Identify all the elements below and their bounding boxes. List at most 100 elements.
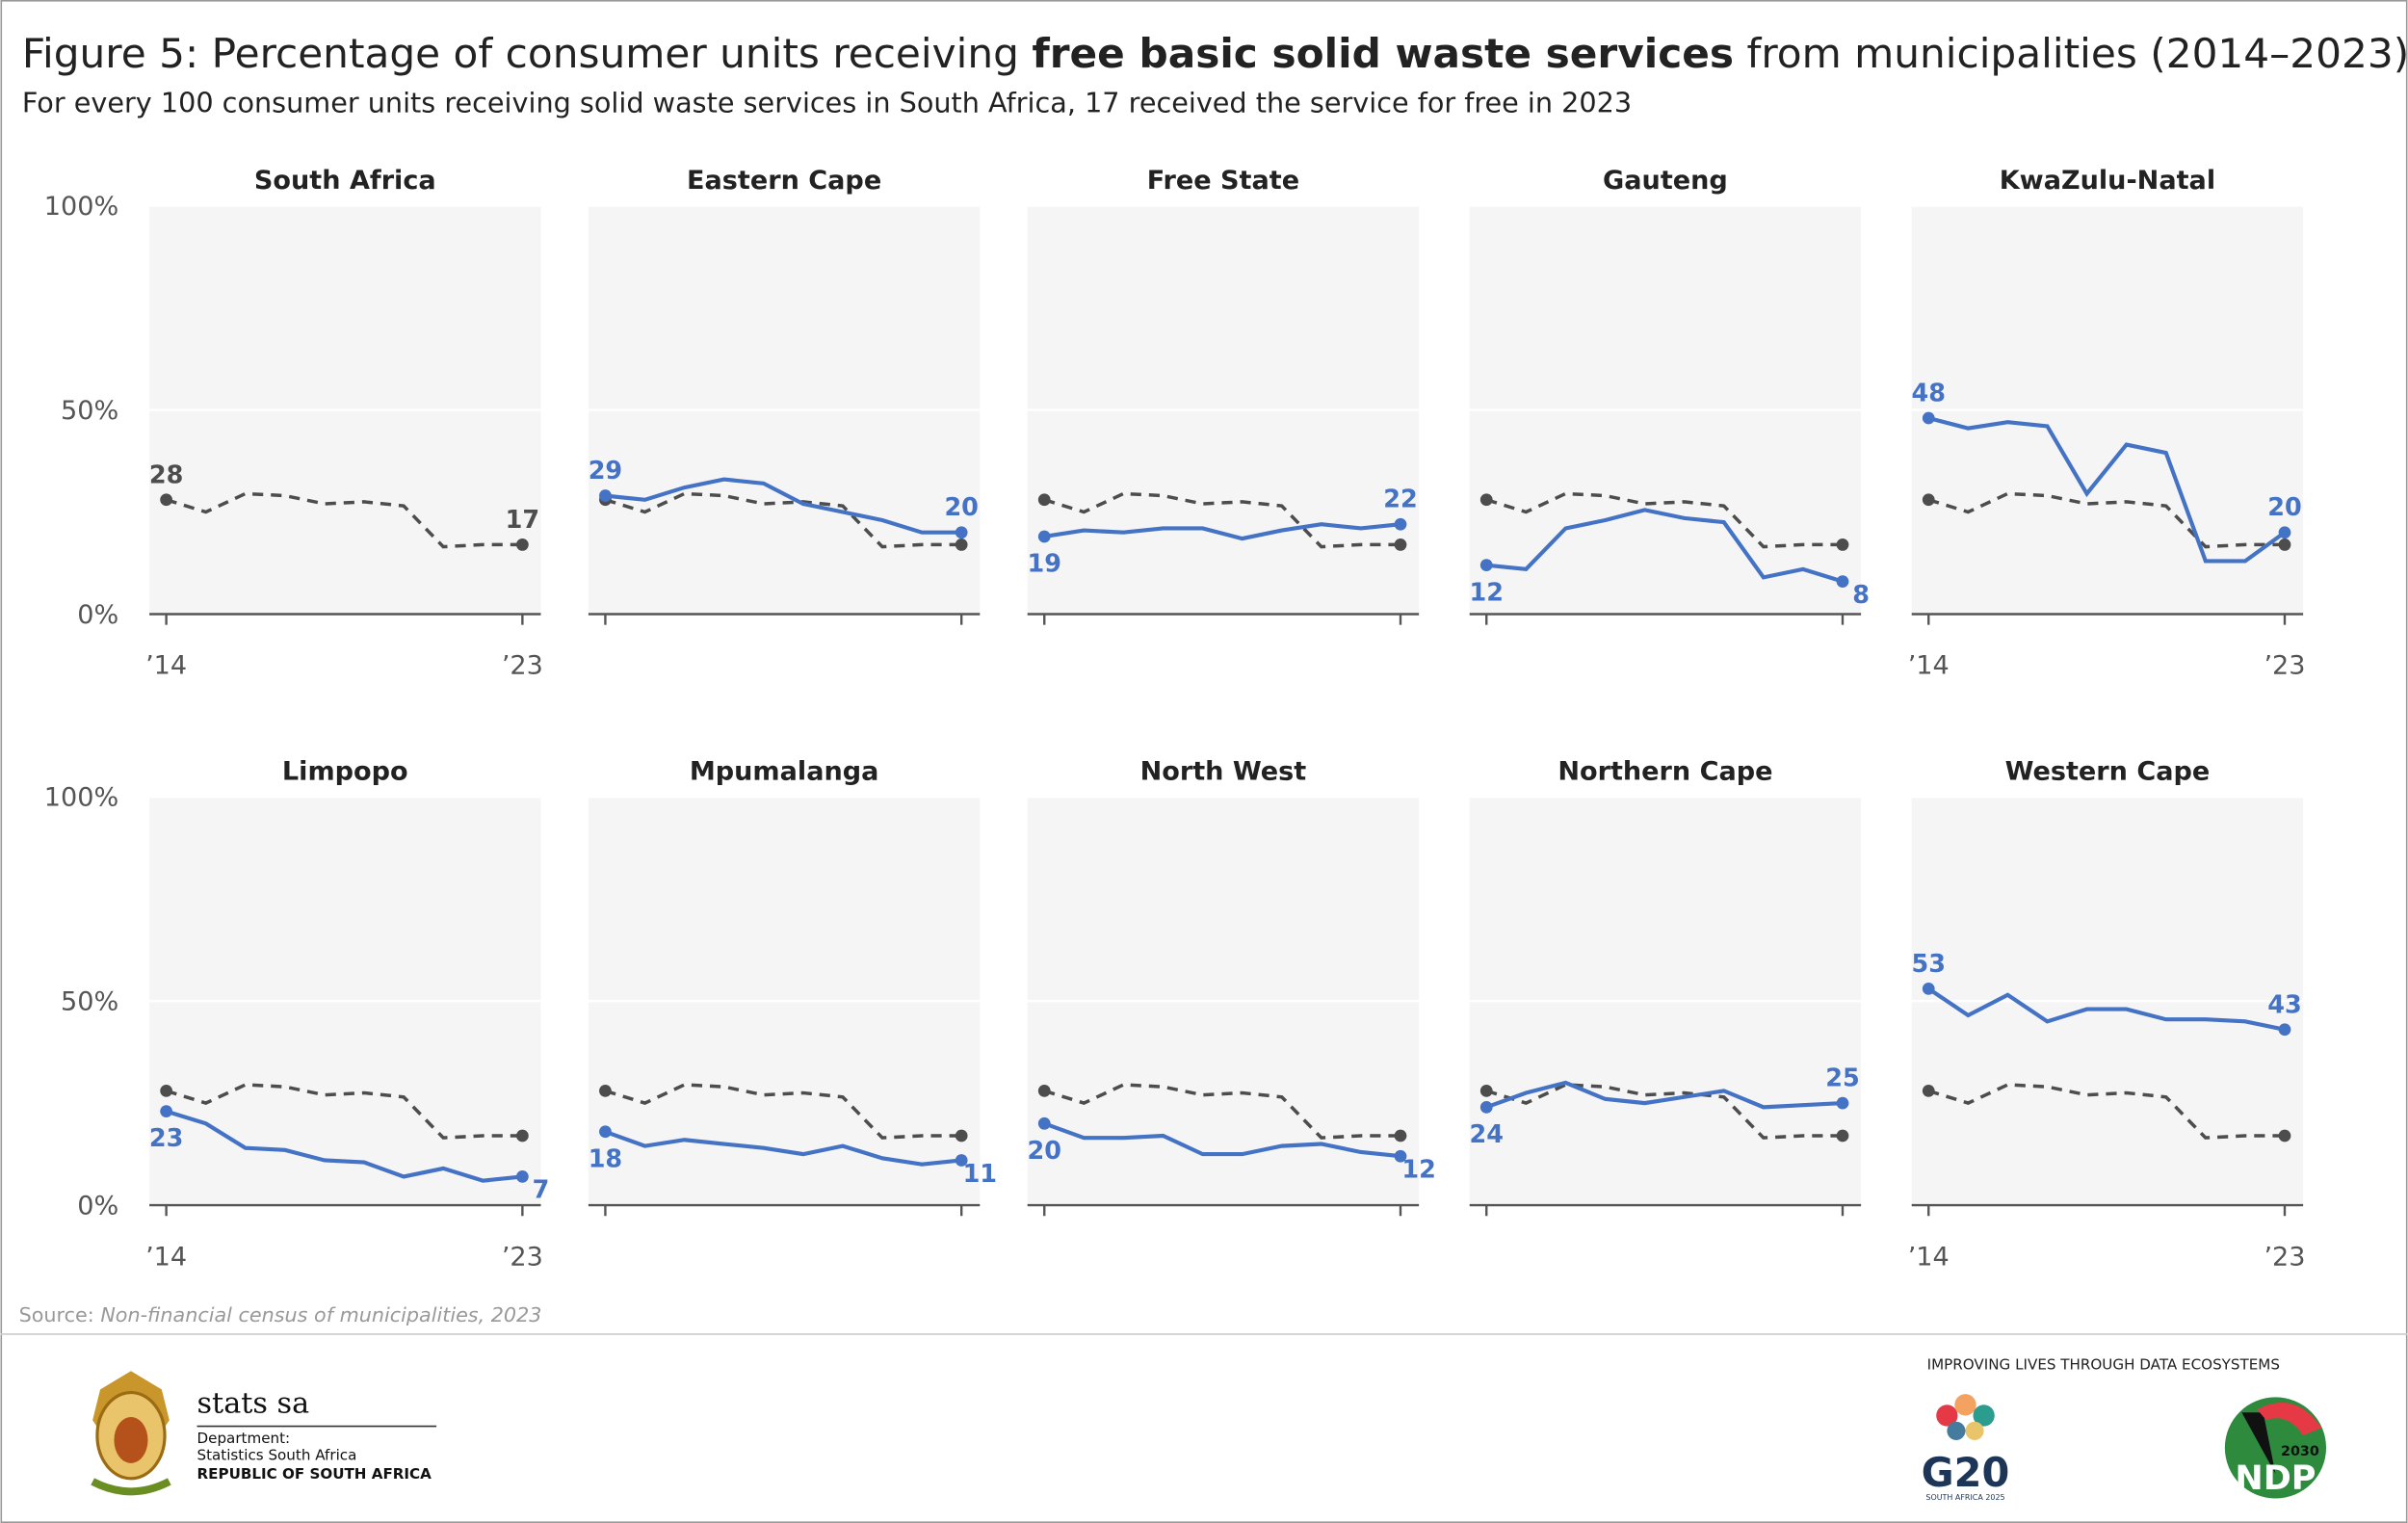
end-point	[516, 1129, 529, 1142]
panel-title: Northern Cape	[1557, 757, 1772, 787]
data-label: 20	[2267, 493, 2302, 522]
panel: Limpopo 0% 50% 100% ’14 ’23 23 7	[44, 757, 550, 1273]
end-point	[1037, 1085, 1051, 1097]
panel-title: Gauteng	[1603, 166, 1728, 196]
end-point	[2278, 1129, 2291, 1142]
panel: KwaZulu-Natal ’14 ’23 48 20	[1908, 166, 2306, 681]
end-point	[955, 1154, 968, 1167]
x-tick-label: ’23	[502, 1242, 543, 1272]
g20-text: G20	[1922, 1450, 2010, 1496]
end-point	[2278, 526, 2291, 539]
panel-title: Western Cape	[2005, 757, 2211, 787]
end-point	[1836, 538, 1849, 551]
data-label: 48	[1912, 379, 1947, 407]
series-line	[1927, 416, 2287, 564]
end-point	[1037, 493, 1051, 507]
end-point	[955, 538, 968, 551]
panel: Northern Cape 24 25	[1470, 757, 1862, 1217]
end-point	[1394, 517, 1407, 531]
data-label: 24	[1470, 1120, 1505, 1149]
series-line	[1043, 1121, 1401, 1159]
data-label: 17	[506, 506, 540, 535]
slogan: IMPROVING LIVES THROUGH DATA ECOSYSTEMS	[1927, 1356, 2280, 1374]
data-label: 20	[944, 493, 979, 522]
x-tick-label: ’14	[1908, 1242, 1950, 1272]
end-point	[516, 538, 529, 551]
panel: Gauteng 12 8	[1470, 166, 1870, 625]
panel-title: South Africa	[254, 166, 436, 196]
end-point	[1479, 1085, 1493, 1097]
end-point	[1394, 1149, 1407, 1163]
end-point	[1922, 983, 1935, 995]
panel: South Africa 0% 50% 100% ’14 ’23 28 17	[44, 166, 543, 681]
panel-title: Limpopo	[282, 757, 408, 787]
coat-of-arms	[91, 1371, 171, 1496]
series-line	[604, 491, 962, 549]
y-tick-label: 0%	[77, 600, 118, 630]
title-part: from municipalities (2014–2023)	[1734, 30, 2408, 77]
end-point	[1922, 411, 1935, 425]
x-tick-label: ’23	[502, 651, 543, 681]
data-label: 11	[963, 1160, 998, 1189]
source-text: Non-financial census of municipalities, …	[100, 1303, 541, 1326]
y-tick-label: 100%	[44, 192, 118, 222]
republic: REPUBLIC OF SOUTH AFRICA	[197, 1465, 432, 1483]
x-tick-label: ’23	[2264, 651, 2305, 681]
end-point	[955, 1129, 968, 1142]
end-point	[160, 1105, 172, 1117]
panel: Free State 19 22	[1028, 166, 1420, 625]
y-tick-label: 50%	[61, 987, 118, 1017]
end-point	[1922, 493, 1935, 507]
end-point	[1037, 1116, 1051, 1130]
end-point	[599, 489, 612, 502]
series-line	[1485, 1080, 1844, 1110]
panel-title: KwaZulu-Natal	[2000, 166, 2215, 196]
panel-title: Free State	[1147, 166, 1299, 196]
org-name: stats sa	[197, 1386, 310, 1420]
end-point	[1836, 1096, 1849, 1110]
panel: Mpumalanga 18 11	[589, 757, 997, 1217]
panel-title: Mpumalanga	[690, 757, 879, 787]
series-line	[1043, 491, 1400, 549]
ndp-text: NDP	[2235, 1458, 2316, 1498]
end-point	[1394, 1129, 1407, 1142]
x-tick-label: ’23	[2264, 1242, 2305, 1272]
end-point	[516, 1170, 529, 1183]
end-point	[599, 1085, 612, 1097]
series-line	[1043, 1083, 1400, 1140]
title-bold: free basic solid waste services	[1032, 30, 1734, 77]
data-label: 20	[1028, 1137, 1062, 1166]
data-label: 18	[589, 1144, 623, 1173]
data-label: 23	[149, 1124, 184, 1153]
end-point	[160, 1085, 172, 1097]
data-label: 28	[149, 460, 184, 489]
g20-sub: SOUTH AFRICA 2025	[1925, 1493, 2004, 1502]
data-label: 7	[533, 1176, 550, 1205]
data-label: 12	[1470, 578, 1505, 607]
series-line	[166, 491, 523, 549]
end-point	[599, 1125, 612, 1139]
panel-title: Eastern Cape	[687, 166, 881, 196]
series-line	[166, 1109, 523, 1183]
data-label: 53	[1912, 950, 1947, 979]
x-tick-label: ’14	[145, 1242, 187, 1272]
title: Figure 5: Percentage of consumer units r…	[22, 30, 2408, 77]
series-line	[1486, 508, 1844, 584]
y-tick-label: 0%	[77, 1192, 118, 1221]
end-point	[1479, 559, 1493, 572]
panel: North West 20 12	[1028, 757, 1436, 1217]
series-line	[604, 1129, 962, 1167]
data-label: 8	[1852, 581, 1870, 610]
source: Source: Non-financial census of municipa…	[19, 1303, 542, 1326]
panel-title: North West	[1140, 757, 1307, 787]
data-label: 22	[1383, 486, 1418, 514]
x-tick-label: ’14	[145, 651, 187, 681]
data-label: 43	[2267, 990, 2302, 1019]
end-point	[1479, 1100, 1493, 1114]
end-point	[1836, 575, 1849, 588]
data-label: 12	[1401, 1156, 1436, 1185]
g20-flower	[1936, 1394, 1995, 1440]
series-line	[605, 477, 962, 535]
data-label: 29	[589, 457, 623, 486]
y-tick-label: 100%	[44, 783, 118, 813]
